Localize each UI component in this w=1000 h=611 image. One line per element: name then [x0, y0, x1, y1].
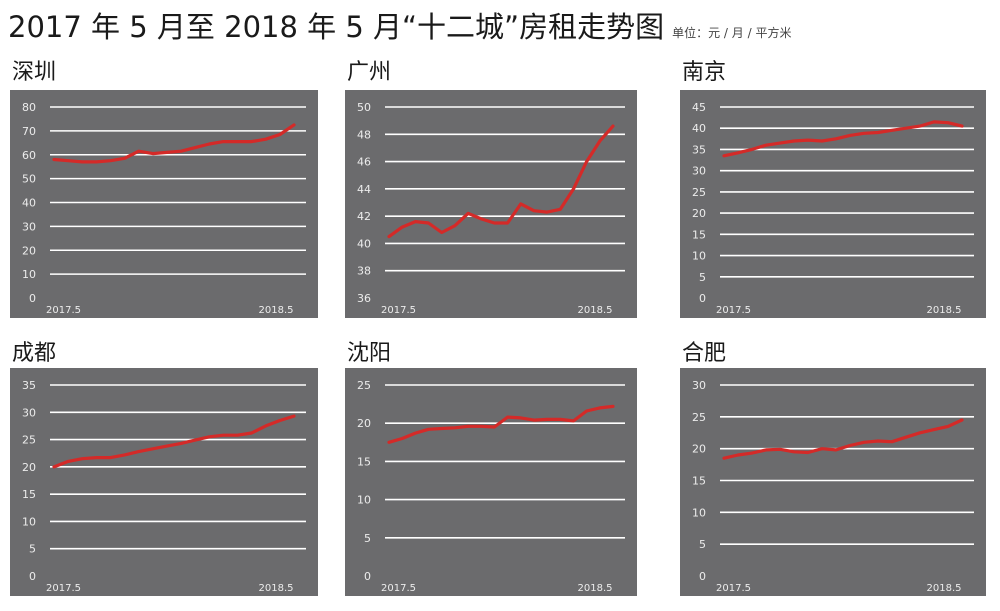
- plot-background: [345, 90, 637, 318]
- y-tick-label: 50: [357, 101, 371, 114]
- x-tick-label: 2017.5: [381, 305, 416, 316]
- y-tick-label: 36: [357, 292, 371, 305]
- y-tick-label: 40: [357, 237, 371, 250]
- y-tick-label: 35: [22, 379, 36, 392]
- y-tick-label: 0: [29, 570, 36, 583]
- series-line: [722, 120, 964, 158]
- y-tick-label: 30: [22, 220, 36, 233]
- y-tick-label: 80: [22, 101, 36, 114]
- x-tick-label: 2018.5: [578, 583, 613, 594]
- unit-label: 单位：元 / 月 / 平方米: [672, 26, 792, 40]
- y-tick-label: 5: [29, 543, 36, 556]
- y-tick-label: 10: [22, 515, 36, 528]
- city-label-nanjing: 南京: [682, 60, 727, 85]
- y-tick-label: 50: [22, 173, 36, 186]
- x-tick-label: 2017.5: [716, 583, 751, 594]
- y-tick-label: 15: [357, 455, 371, 468]
- chart-chengdu: 0 5 10 15 20 25 30 35 2017.5 2018.5: [10, 368, 318, 596]
- chart-shenzhen: 0 10 20 30 40 50 60 70 80 2017.5 2018.5: [10, 90, 318, 318]
- y-tick-label: 25: [357, 379, 371, 392]
- city-label-guangzhou: 广州: [347, 60, 392, 85]
- y-tick-label: 10: [22, 268, 36, 281]
- y-tick-label: 0: [699, 292, 706, 305]
- chart-shenyang: 0 5 10 15 20 25 2017.5 2018.5: [345, 368, 637, 596]
- y-tick-label: 48: [357, 128, 371, 141]
- plot-background: [10, 368, 318, 596]
- y-tick-label: 30: [692, 379, 706, 392]
- x-tick-label: 2018.5: [927, 305, 962, 316]
- y-tick-label: 45: [692, 101, 706, 114]
- city-label-shenyang: 沈阳: [347, 341, 392, 366]
- y-tick-label: 20: [22, 461, 36, 474]
- x-tick-label: 2017.5: [46, 583, 81, 594]
- y-tick-label: 10: [357, 494, 371, 507]
- y-tick-label: 60: [22, 149, 36, 162]
- y-tick-label: 0: [699, 570, 706, 583]
- plot-background: [680, 368, 986, 596]
- y-tick-label: 35: [692, 143, 706, 156]
- city-label-chengdu: 成都: [12, 341, 57, 366]
- x-tick-label: 2017.5: [46, 305, 81, 316]
- chart-guangzhou: 36 38 40 42 44 46 48 50 2017.5 2018.5: [345, 90, 637, 318]
- y-tick-label: 10: [692, 506, 706, 519]
- series-line: [722, 418, 964, 460]
- page-title: 2017 年 5 月至 2018 年 5 月“十二城”房租走势图: [8, 10, 665, 44]
- y-tick-label: 40: [692, 122, 706, 135]
- y-tick-label: 70: [22, 125, 36, 138]
- y-tick-label: 44: [357, 183, 371, 196]
- y-tick-label: 38: [357, 265, 371, 278]
- chart-nanjing: 0 5 10 15 20 25 30 35 40 45 2017.5 2018.5: [680, 90, 986, 318]
- plot-background: [10, 90, 318, 318]
- chart-hefei: 0 5 10 15 20 25 30 2017.5 2018.5: [680, 368, 986, 596]
- y-tick-label: 20: [357, 417, 371, 430]
- y-tick-label: 10: [692, 250, 706, 263]
- y-tick-label: 20: [22, 244, 36, 257]
- x-tick-label: 2018.5: [927, 583, 962, 594]
- y-tick-label: 40: [22, 197, 36, 210]
- y-tick-label: 42: [357, 210, 371, 223]
- y-tick-label: 25: [692, 186, 706, 199]
- city-label-hefei: 合肥: [682, 341, 727, 366]
- series-line: [52, 123, 296, 164]
- series-line: [52, 414, 296, 469]
- y-tick-label: 30: [22, 406, 36, 419]
- y-tick-label: 5: [699, 271, 706, 284]
- plot-background: [345, 368, 637, 596]
- city-label-shenzhen: 深圳: [12, 60, 57, 85]
- y-tick-label: 20: [692, 207, 706, 220]
- y-tick-label: 25: [22, 434, 36, 447]
- header: 2017 年 5 月至 2018 年 5 月“十二城”房租走势图 单位：元 / 月…: [8, 4, 791, 44]
- x-tick-label: 2018.5: [578, 305, 613, 316]
- y-tick-label: 5: [364, 532, 371, 545]
- y-tick-label: 46: [357, 156, 371, 169]
- x-tick-label: 2017.5: [716, 305, 751, 316]
- y-tick-label: 15: [692, 475, 706, 488]
- y-tick-label: 30: [692, 165, 706, 178]
- plot-background: [680, 90, 986, 318]
- x-tick-label: 2018.5: [259, 583, 294, 594]
- y-tick-label: 0: [364, 570, 371, 583]
- x-tick-label: 2017.5: [381, 583, 416, 594]
- x-tick-label: 2018.5: [259, 305, 294, 316]
- y-tick-label: 0: [29, 292, 36, 305]
- y-tick-label: 15: [692, 228, 706, 241]
- y-tick-label: 15: [22, 488, 36, 501]
- y-tick-label: 20: [692, 443, 706, 456]
- y-tick-label: 5: [699, 538, 706, 551]
- series-line: [387, 404, 615, 444]
- series-line: [387, 124, 615, 239]
- y-tick-label: 25: [692, 411, 706, 424]
